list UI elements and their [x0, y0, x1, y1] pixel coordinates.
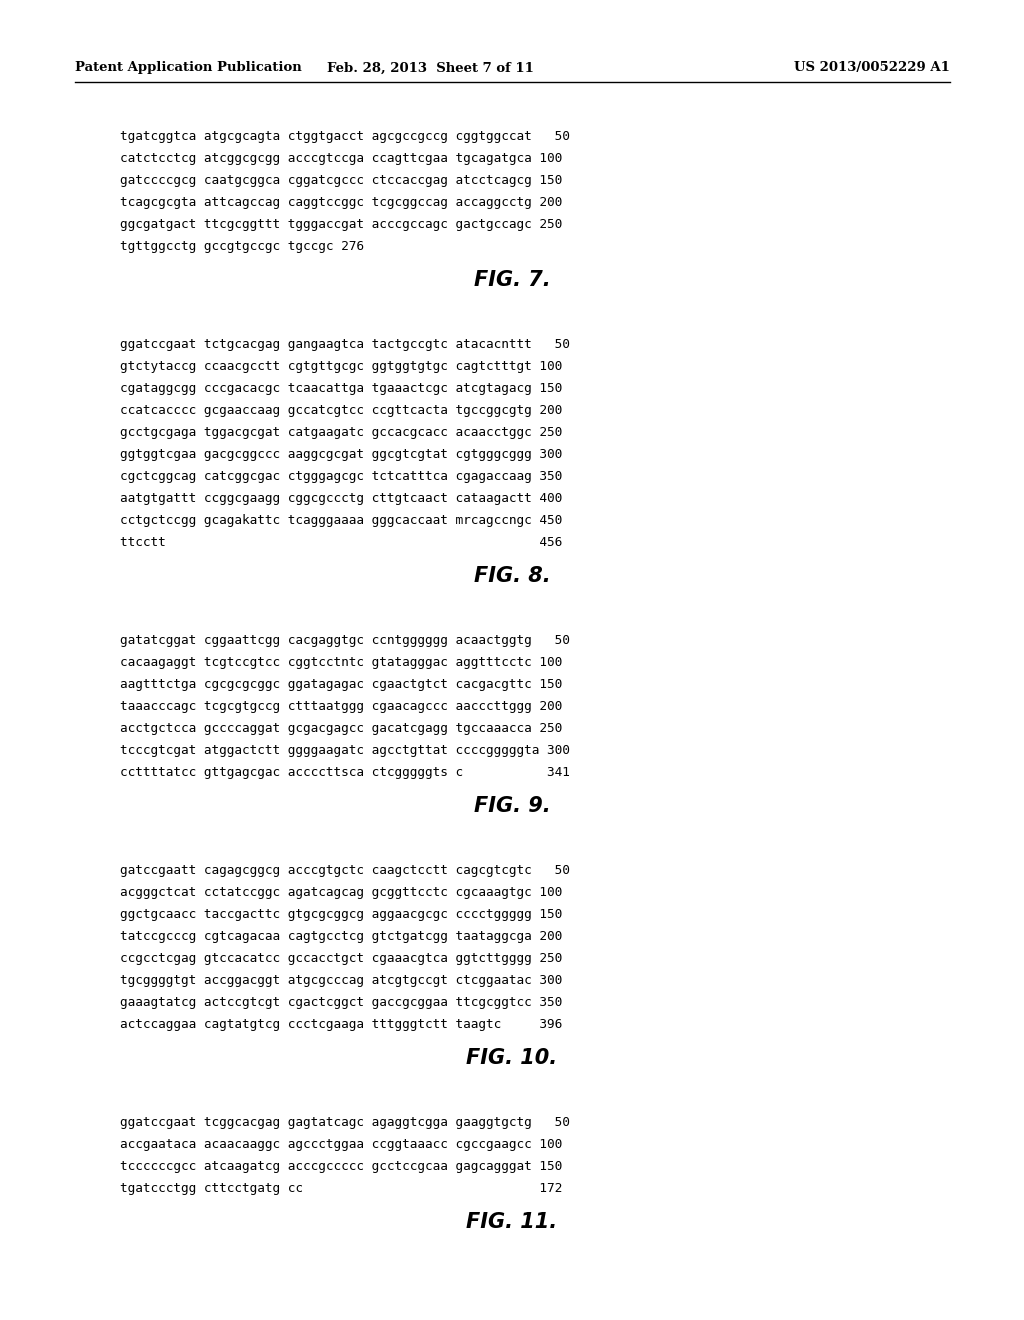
Text: tgttggcctg gccgtgccgc tgccgc 276: tgttggcctg gccgtgccgc tgccgc 276: [120, 240, 364, 253]
Text: FIG. 10.: FIG. 10.: [467, 1048, 557, 1068]
Text: tcccgtcgat atggactctt ggggaagatc agcctgttat ccccgggggta 300: tcccgtcgat atggactctt ggggaagatc agcctgt…: [120, 744, 570, 756]
Text: FIG. 11.: FIG. 11.: [467, 1212, 557, 1232]
Text: gaaagtatcg actccgtcgt cgactcggct gaccgcggaa ttcgcggtcc 350: gaaagtatcg actccgtcgt cgactcggct gaccgcg…: [120, 997, 562, 1008]
Text: tgcggggtgt accggacggt atgcgcccag atcgtgccgt ctcggaatac 300: tgcggggtgt accggacggt atgcgcccag atcgtgc…: [120, 974, 562, 987]
Text: ccttttatcc gttgagcgac accccttsca ctcgggggts c           341: ccttttatcc gttgagcgac accccttsca ctcgggg…: [120, 766, 570, 779]
Text: gcctgcgaga tggacgcgat catgaagatc gccacgcacc acaacctggc 250: gcctgcgaga tggacgcgat catgaagatc gccacgc…: [120, 426, 562, 440]
Text: US 2013/0052229 A1: US 2013/0052229 A1: [795, 62, 950, 74]
Text: accgaataca acaacaaggc agccctggaa ccggtaaacc cgccgaagcc 100: accgaataca acaacaaggc agccctggaa ccggtaa…: [120, 1138, 562, 1151]
Text: cgataggcgg cccgacacgc tcaacattga tgaaactcgc atcgtagacg 150: cgataggcgg cccgacacgc tcaacattga tgaaact…: [120, 381, 562, 395]
Text: FIG. 8.: FIG. 8.: [474, 566, 550, 586]
Text: ggtggtcgaa gacgcggccc aaggcgcgat ggcgtcgtat cgtgggcggg 300: ggtggtcgaa gacgcggccc aaggcgcgat ggcgtcg…: [120, 447, 562, 461]
Text: gatccgaatt cagagcggcg acccgtgctc caagctcctt cagcgtcgtc   50: gatccgaatt cagagcggcg acccgtgctc caagctc…: [120, 865, 570, 876]
Text: aatgtgattt ccggcgaagg cggcgccctg cttgtcaact cataagactt 400: aatgtgattt ccggcgaagg cggcgccctg cttgtca…: [120, 492, 562, 506]
Text: actccaggaa cagtatgtcg ccctcgaaga tttgggtctt taagtc     396: actccaggaa cagtatgtcg ccctcgaaga tttgggt…: [120, 1018, 562, 1031]
Text: cctgctccgg gcagakattc tcagggaaaa gggcaccaat mrcagccngc 450: cctgctccgg gcagakattc tcagggaaaa gggcacc…: [120, 513, 562, 527]
Text: gatccccgcg caatgcggca cggatcgccc ctccaccgag atcctcagcg 150: gatccccgcg caatgcggca cggatcgccc ctccacc…: [120, 174, 562, 187]
Text: tgatccctgg cttcctgatg cc                               172: tgatccctgg cttcctgatg cc 172: [120, 1181, 562, 1195]
Text: gatatcggat cggaattcgg cacgaggtgc ccntgggggg acaactggtg   50: gatatcggat cggaattcgg cacgaggtgc ccntggg…: [120, 634, 570, 647]
Text: acctgctcca gccccaggat gcgacgagcc gacatcgagg tgccaaacca 250: acctgctcca gccccaggat gcgacgagcc gacatcg…: [120, 722, 562, 735]
Text: ttcctt                                                 456: ttcctt 456: [120, 536, 562, 549]
Text: ggatccgaat tctgcacgag gangaagtca tactgccgtc atacacnttt   50: ggatccgaat tctgcacgag gangaagtca tactgcc…: [120, 338, 570, 351]
Text: ggcgatgact ttcgcggttt tgggaccgat acccgccagc gactgccagc 250: ggcgatgact ttcgcggttt tgggaccgat acccgcc…: [120, 218, 562, 231]
Text: FIG. 7.: FIG. 7.: [474, 271, 550, 290]
Text: ggctgcaacc taccgacttc gtgcgcggcg aggaacgcgc cccctggggg 150: ggctgcaacc taccgacttc gtgcgcggcg aggaacg…: [120, 908, 562, 921]
Text: catctcctcg atcggcgcgg acccgtccga ccagttcgaa tgcagatgca 100: catctcctcg atcggcgcgg acccgtccga ccagttc…: [120, 152, 562, 165]
Text: acgggctcat cctatccggc agatcagcag gcggttcctc cgcaaagtgc 100: acgggctcat cctatccggc agatcagcag gcggttc…: [120, 886, 562, 899]
Text: ccatcacccc gcgaaccaag gccatcgtcc ccgttcacta tgccggcgtg 200: ccatcacccc gcgaaccaag gccatcgtcc ccgttca…: [120, 404, 562, 417]
Text: ccgcctcgag gtccacatcc gccacctgct cgaaacgtca ggtcttgggg 250: ccgcctcgag gtccacatcc gccacctgct cgaaacg…: [120, 952, 562, 965]
Text: FIG. 9.: FIG. 9.: [474, 796, 550, 816]
Text: taaacccagc tcgcgtgccg ctttaatggg cgaacagccc aacccttggg 200: taaacccagc tcgcgtgccg ctttaatggg cgaacag…: [120, 700, 562, 713]
Text: cgctcggcag catcggcgac ctgggagcgc tctcatttca cgagaccaag 350: cgctcggcag catcggcgac ctgggagcgc tctcatt…: [120, 470, 562, 483]
Text: tccccccgcc atcaagatcg acccgccccc gcctccgcaa gagcagggat 150: tccccccgcc atcaagatcg acccgccccc gcctccg…: [120, 1160, 562, 1173]
Text: tatccgcccg cgtcagacaa cagtgcctcg gtctgatcgg taataggcga 200: tatccgcccg cgtcagacaa cagtgcctcg gtctgat…: [120, 931, 562, 942]
Text: tgatcggtca atgcgcagta ctggtgacct agcgccgccg cggtggccat   50: tgatcggtca atgcgcagta ctggtgacct agcgccg…: [120, 129, 570, 143]
Text: ggatccgaat tcggcacgag gagtatcagc agaggtcgga gaaggtgctg   50: ggatccgaat tcggcacgag gagtatcagc agaggtc…: [120, 1115, 570, 1129]
Text: gtctytaccg ccaacgcctt cgtgttgcgc ggtggtgtgc cagtctttgt 100: gtctytaccg ccaacgcctt cgtgttgcgc ggtggtg…: [120, 360, 562, 374]
Text: Patent Application Publication: Patent Application Publication: [75, 62, 302, 74]
Text: aagtttctga cgcgcgcggc ggatagagac cgaactgtct cacgacgttc 150: aagtttctga cgcgcgcggc ggatagagac cgaactg…: [120, 678, 562, 690]
Text: cacaagaggt tcgtccgtcc cggtcctntc gtatagggac aggtttcctc 100: cacaagaggt tcgtccgtcc cggtcctntc gtatagg…: [120, 656, 562, 669]
Text: tcagcgcgta attcagccag caggtccggc tcgcggccag accaggcctg 200: tcagcgcgta attcagccag caggtccggc tcgcggc…: [120, 195, 562, 209]
Text: Feb. 28, 2013  Sheet 7 of 11: Feb. 28, 2013 Sheet 7 of 11: [327, 62, 534, 74]
